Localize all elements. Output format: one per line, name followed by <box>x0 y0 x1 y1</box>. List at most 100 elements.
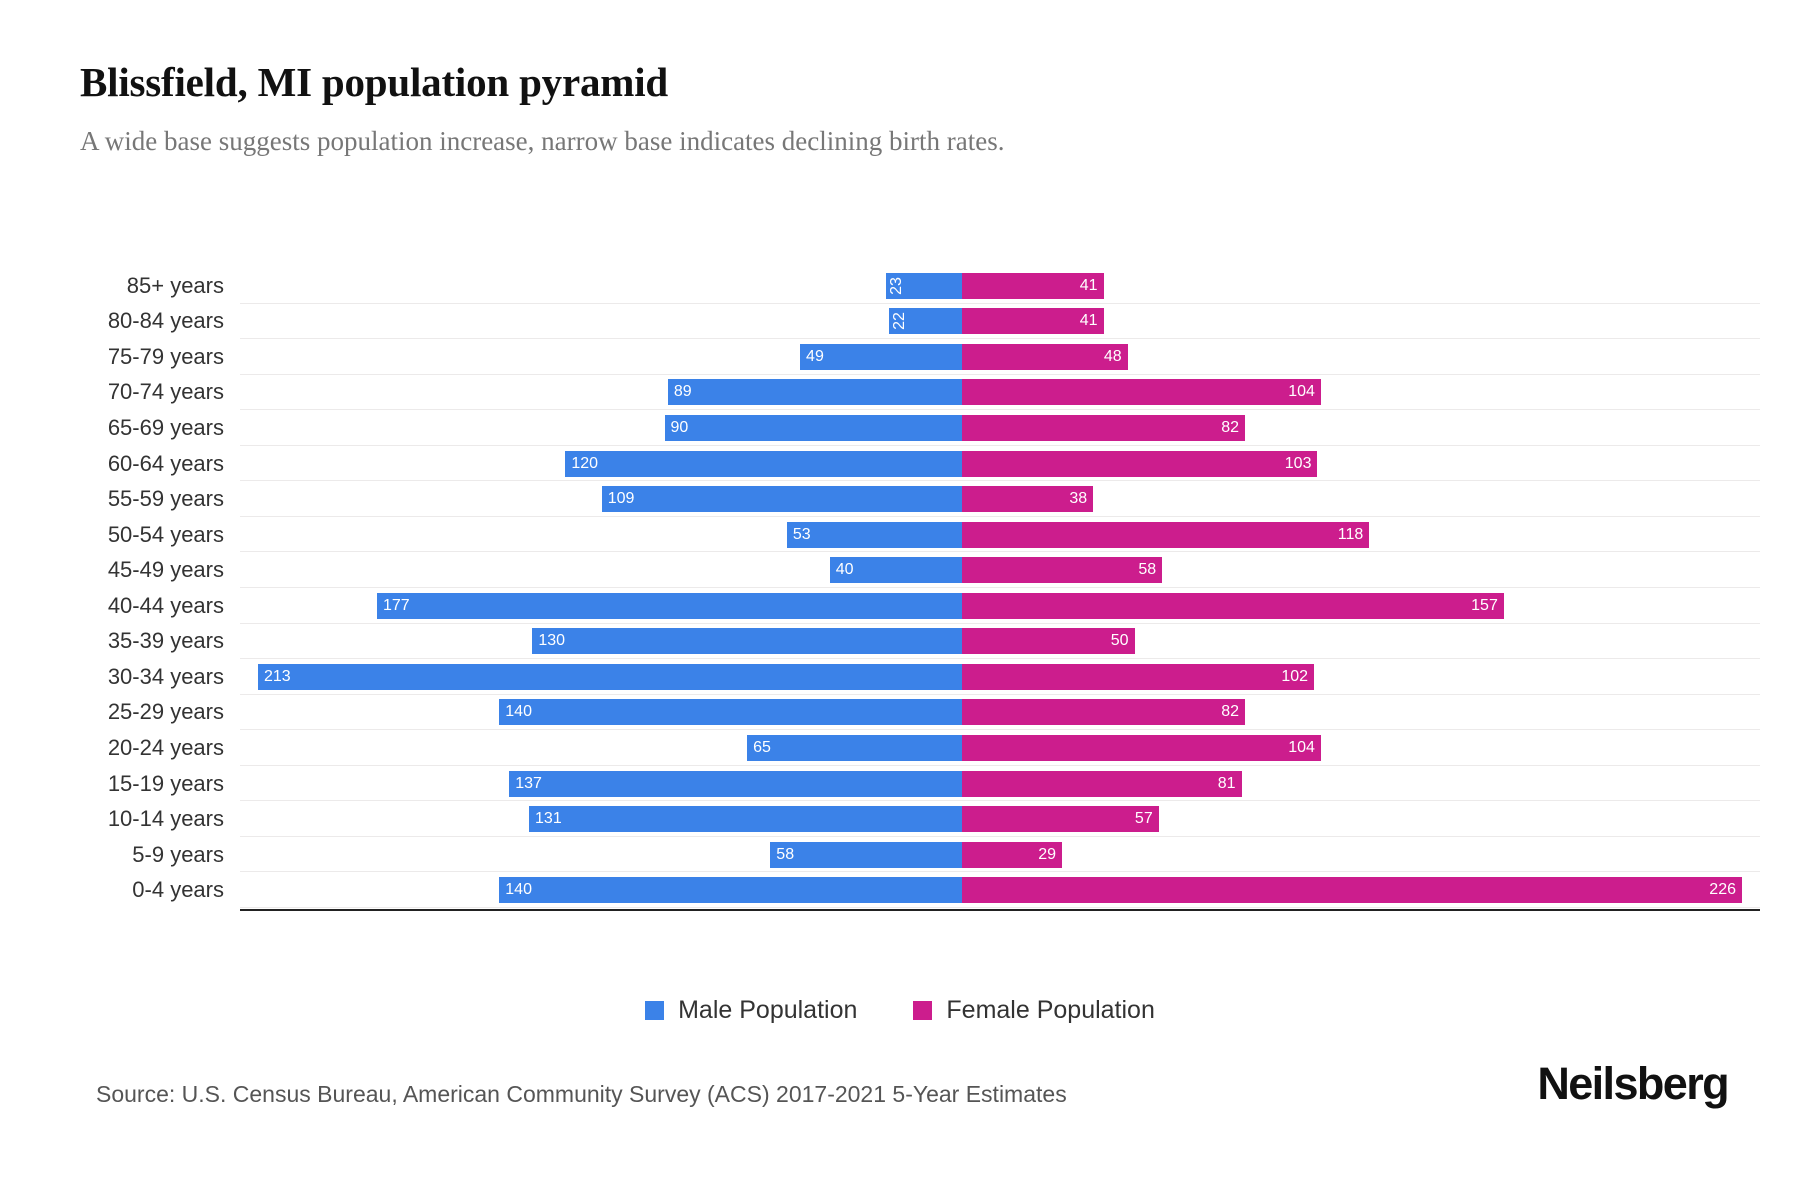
female-bar-value: 157 <box>1471 596 1498 614</box>
female-bar-value: 29 <box>1038 845 1057 863</box>
female-bar[interactable]: 29 <box>962 841 1063 868</box>
male-bar[interactable]: 90 <box>664 414 962 441</box>
female-bar-value: 81 <box>1217 774 1236 792</box>
male-bar-value: 40 <box>835 561 854 579</box>
male-bar[interactable]: 58 <box>770 841 962 868</box>
female-bar[interactable]: 38 <box>962 486 1094 513</box>
male-bar[interactable]: 177 <box>376 592 962 619</box>
female-bar[interactable]: 41 <box>962 308 1104 335</box>
table-row: 85+ years 23 41 <box>127 268 1760 304</box>
page-subtitle: A wide base suggests population increase… <box>80 126 1005 156</box>
gridline <box>240 693 1760 695</box>
gridline <box>240 373 1760 375</box>
female-bar[interactable]: 104 <box>962 734 1321 761</box>
male-bar[interactable]: 109 <box>601 486 962 513</box>
female-bar-value: 118 <box>1337 525 1364 543</box>
y-axis-tick-label: 75-79 years <box>107 343 224 369</box>
legend-item-female[interactable]: Female Population <box>913 996 1155 1025</box>
table-row: 80-84 years 22 41 <box>108 304 1760 340</box>
male-bar[interactable]: 213 <box>258 663 962 690</box>
male-bar[interactable]: 131 <box>529 806 962 833</box>
y-axis-tick-label: 60-64 years <box>107 450 224 476</box>
y-axis-tick-label: 70-74 years <box>107 379 224 405</box>
male-bar[interactable]: 49 <box>800 343 962 370</box>
chart-legend: Male Population Female Population <box>0 996 1800 1025</box>
male-bar[interactable]: 130 <box>532 628 962 655</box>
y-axis-tick-label: 50-54 years <box>107 521 224 547</box>
y-axis-tick-label: 0-4 years <box>132 877 224 903</box>
table-row: 65-69 years 90 82 <box>108 410 1760 446</box>
female-bar-value: 38 <box>1069 490 1088 508</box>
male-bar-value: 137 <box>515 774 542 792</box>
table-row: 70-74 years 89 104 <box>108 375 1760 411</box>
table-row: 25-29 years 140 82 <box>108 695 1760 731</box>
female-color-swatch-icon <box>913 1001 933 1020</box>
female-bar[interactable]: 82 <box>962 699 1245 726</box>
female-bar[interactable]: 41 <box>962 272 1104 299</box>
legend-item-male[interactable]: Male Population <box>645 996 857 1025</box>
y-axis-tick-label: 40-44 years <box>107 592 224 618</box>
female-bar[interactable]: 82 <box>962 414 1245 441</box>
female-bar[interactable]: 48 <box>962 343 1128 370</box>
female-bar-value: 48 <box>1103 347 1122 365</box>
y-axis-tick-label: 35-39 years <box>107 628 224 654</box>
female-bar[interactable]: 81 <box>962 770 1242 797</box>
brand-logo: Neilsberg <box>1537 1058 1729 1109</box>
female-bar-value: 104 <box>1288 738 1315 756</box>
y-axis-tick-label: 80-84 years <box>107 308 224 334</box>
male-bar[interactable]: 120 <box>565 450 962 477</box>
male-bar[interactable]: 40 <box>829 557 962 584</box>
male-bar-value: 130 <box>538 632 566 650</box>
male-bar[interactable]: 65 <box>747 734 962 761</box>
gridline <box>240 409 1760 411</box>
male-bar[interactable]: 140 <box>499 877 962 904</box>
male-bar-value: 140 <box>505 881 532 899</box>
male-bar-value: 109 <box>607 490 635 508</box>
female-bar-value: 41 <box>1079 312 1098 330</box>
table-row: 60-64 years 120 103 <box>108 446 1760 482</box>
plot-area: 85+ years 23 41 80-84 years 22 41 75-79 years 4… <box>108 268 1760 911</box>
gridline <box>240 729 1760 731</box>
table-row: 0-4 years 140 226 <box>132 872 1760 908</box>
female-bar[interactable]: 50 <box>962 628 1135 655</box>
table-row: 45-49 years 40 58 <box>108 552 1760 588</box>
male-bar[interactable]: 140 <box>499 699 962 726</box>
gridline <box>240 764 1760 766</box>
table-row: 35-39 years 130 50 <box>108 624 1760 660</box>
female-bar[interactable]: 102 <box>962 663 1315 690</box>
gridline <box>240 800 1760 802</box>
male-bar-value: 49 <box>806 347 824 365</box>
gridline <box>240 871 1760 873</box>
female-bar[interactable]: 157 <box>962 592 1504 619</box>
male-bar[interactable]: 137 <box>509 770 962 797</box>
female-bar[interactable]: 104 <box>962 379 1321 406</box>
table-row: 50-54 years 53 118 <box>108 517 1760 553</box>
female-bar[interactable]: 58 <box>962 557 1163 584</box>
y-axis-tick-label: 55-59 years <box>107 486 224 512</box>
male-bar[interactable]: 89 <box>667 379 962 406</box>
y-axis-tick-label: 30-34 years <box>107 663 224 689</box>
female-bar-value: 82 <box>1221 703 1239 721</box>
gridline <box>240 658 1760 660</box>
male-bar-value: 140 <box>505 703 532 721</box>
female-bar-value: 103 <box>1284 454 1312 472</box>
female-bar[interactable]: 57 <box>962 806 1159 833</box>
y-axis-tick-label: 10-14 years <box>107 806 224 832</box>
female-bar-value: 102 <box>1281 667 1309 685</box>
female-bar[interactable]: 103 <box>962 450 1318 477</box>
legend-label-female: Female Population <box>946 996 1155 1024</box>
page-title: Blissfield, MI population pyramid <box>80 59 669 105</box>
male-bar-value: 89 <box>673 383 692 401</box>
male-bar[interactable]: 53 <box>786 521 962 548</box>
female-bar[interactable]: 226 <box>962 877 1742 904</box>
male-bar-value: 53 <box>792 525 811 543</box>
male-bar-value: 213 <box>264 667 291 685</box>
female-bar[interactable]: 118 <box>962 521 1370 548</box>
gridline <box>240 338 1760 340</box>
y-axis-tick-label: 45-49 years <box>107 557 224 583</box>
male-bar[interactable]: 23 <box>885 272 962 299</box>
table-row: 20-24 years 65 104 <box>108 730 1760 766</box>
male-bar[interactable]: 22 <box>889 308 962 335</box>
axis-baseline <box>240 909 1760 911</box>
male-bar-value: 90 <box>670 418 689 436</box>
